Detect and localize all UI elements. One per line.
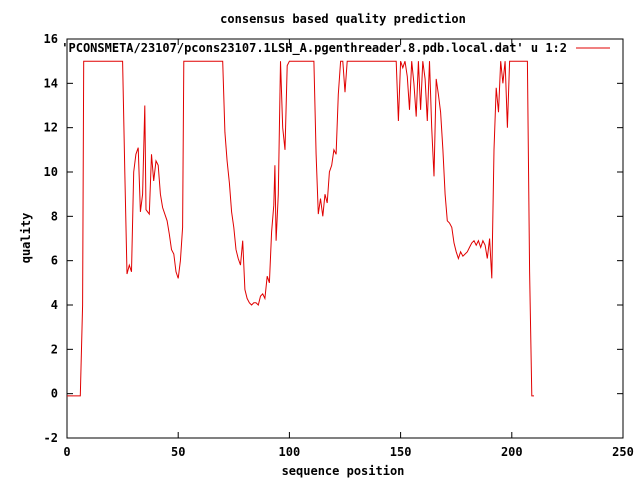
y-tick-label: 12 (44, 121, 58, 135)
x-tick-label: 200 (501, 445, 523, 459)
x-tick-label: 0 (63, 445, 70, 459)
y-tick-label: 4 (51, 298, 58, 312)
plot-frame (66, 38, 624, 439)
plot-area (66, 38, 624, 439)
y-tick-label: -2 (44, 431, 58, 445)
y-tick-label: 2 (51, 342, 58, 356)
x-tick-label: 250 (612, 445, 634, 459)
x-tick-label: 150 (390, 445, 412, 459)
y-tick-label: 8 (51, 209, 58, 223)
y-tick-label: 16 (44, 32, 58, 46)
legend: 'PCONSMETA/23107/pcons23107.1LSH_A.pgent… (61, 41, 610, 56)
y-tick-label: 0 (51, 387, 58, 401)
x-tick-label: 50 (171, 445, 185, 459)
y-tick-label: 6 (51, 254, 58, 268)
x-axis: 0 50 100 150 200 250 (63, 39, 634, 459)
x-tick-label: 100 (279, 445, 301, 459)
chart-title: consensus based quality prediction (220, 12, 466, 26)
y-axis: -2 0 2 4 6 8 10 12 14 16 (44, 32, 623, 445)
y-axis-label: quality (19, 213, 33, 264)
y-tick-label: 14 (44, 76, 58, 90)
y-tick-label: 10 (44, 165, 58, 179)
x-axis-label: sequence position (282, 464, 405, 478)
legend-label: 'PCONSMETA/23107/pcons23107.1LSH_A.pgent… (61, 41, 567, 56)
series-line (67, 60, 534, 397)
